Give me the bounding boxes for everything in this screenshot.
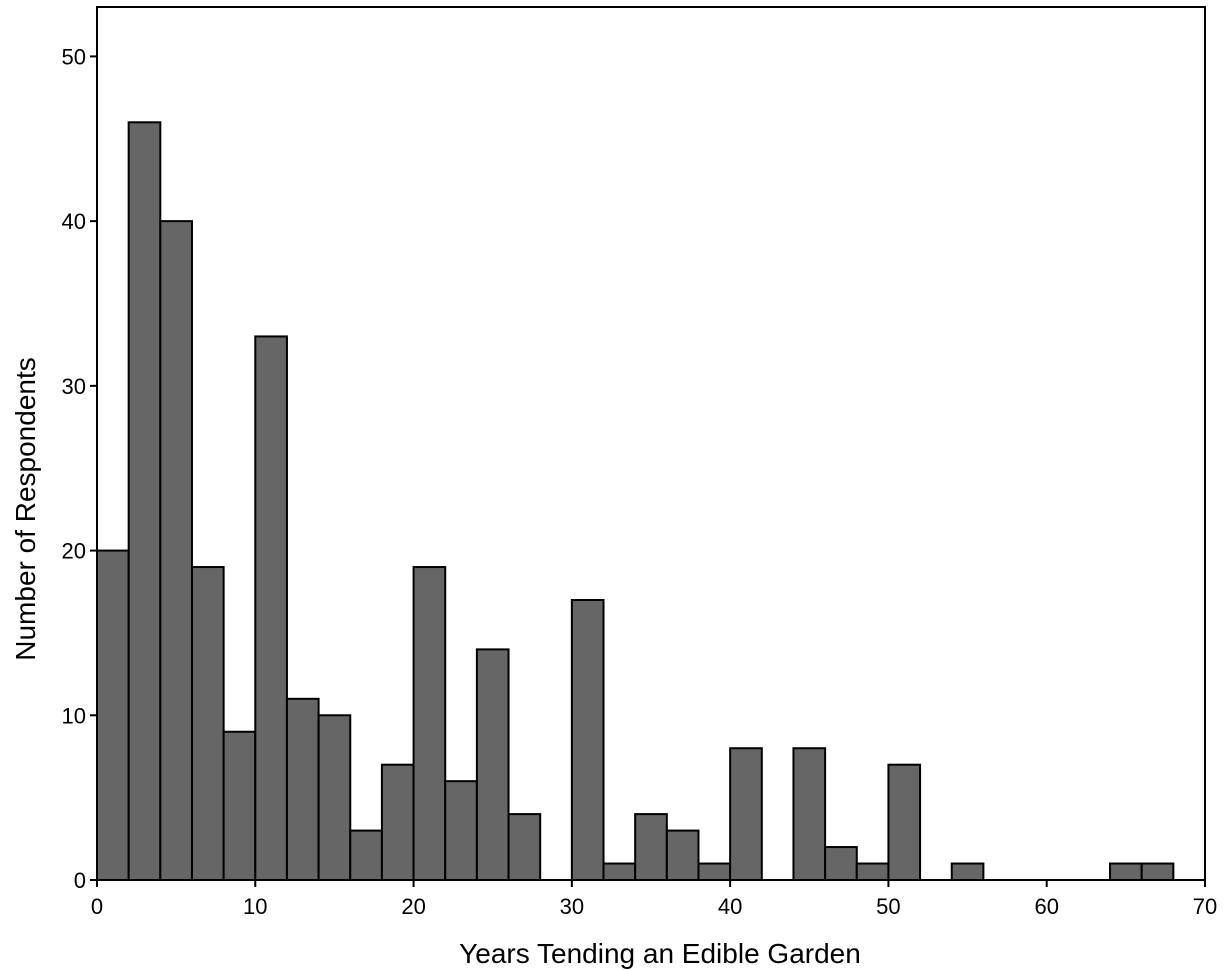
histogram-bar (634, 813, 668, 882)
histogram-bar (729, 747, 763, 882)
y-tick-label: 20 (62, 539, 86, 564)
y-tick-label: 40 (62, 209, 86, 234)
histogram-bar (887, 763, 922, 882)
histogram-bar (254, 335, 288, 881)
bars-layer (96, 121, 1175, 882)
x-tick-label: 50 (876, 894, 900, 919)
histogram-bar (285, 697, 320, 882)
y-tick-label: 50 (62, 44, 86, 69)
histogram-bar (349, 829, 383, 881)
histogram-bar (570, 598, 605, 881)
histogram-bar (475, 648, 510, 882)
histogram-bar (412, 566, 447, 881)
x-tick-label: 0 (91, 894, 103, 919)
x-axis-title: Years Tending an Edible Garden (459, 938, 861, 969)
histogram-bar (697, 862, 732, 882)
histogram-bar (1140, 862, 1175, 882)
plot-frame (96, 6, 1206, 881)
histogram-bar (1109, 862, 1143, 882)
x-tick-label: 60 (1034, 894, 1058, 919)
y-tick-label: 10 (62, 703, 86, 728)
x-tick-label: 20 (401, 894, 425, 919)
histogram-bar (317, 714, 352, 881)
x-tick-label: 70 (1193, 894, 1217, 919)
histogram-bar (507, 813, 542, 882)
x-tick-label: 40 (718, 894, 742, 919)
axes-layer: 0 10 20 30 40 50 0 10 20 30 40 50 60 70 (62, 6, 1217, 919)
x-tick-label: 30 (560, 894, 584, 919)
x-tick-label: 10 (243, 894, 267, 919)
histogram-bar (855, 862, 890, 882)
y-tick-label: 0 (74, 868, 86, 893)
histogram-bar (444, 780, 478, 881)
y-axis-title: Number of Respondents (10, 357, 41, 661)
histogram-bar (824, 846, 858, 881)
histogram-bar (96, 549, 130, 881)
y-tick-label: 30 (62, 374, 86, 399)
histogram-bar (792, 747, 827, 882)
histogram-bar (222, 730, 257, 881)
histogram-bar (159, 220, 193, 881)
histogram-bar (665, 829, 700, 881)
histogram-bar (950, 862, 985, 882)
histogram-bar (127, 121, 162, 882)
histogram-bar (602, 862, 637, 882)
histogram-bar (190, 566, 225, 881)
histogram-bar (380, 763, 415, 882)
